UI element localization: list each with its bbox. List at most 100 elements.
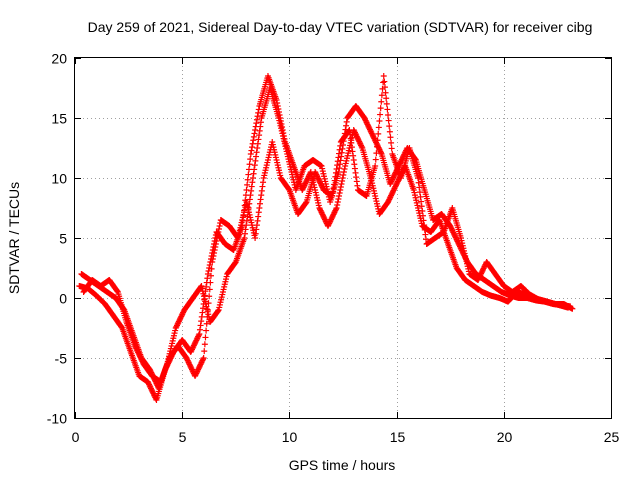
data-point-marker xyxy=(255,136,262,143)
data-point-marker xyxy=(330,185,337,192)
data-point-marker xyxy=(334,202,341,208)
data-point-marker xyxy=(388,139,395,146)
data-point-marker xyxy=(423,236,430,243)
data-point-marker xyxy=(256,200,263,207)
data-point-marker xyxy=(254,217,261,224)
data-point-marker xyxy=(350,152,357,159)
data-point-marker xyxy=(245,171,252,178)
data-point-marker xyxy=(252,230,259,237)
data-point-marker xyxy=(250,137,257,144)
data-point-marker xyxy=(204,271,211,277)
data-point-marker xyxy=(253,226,260,233)
data-point-marker xyxy=(255,109,262,116)
data-point-marker xyxy=(256,205,263,211)
data-point-marker xyxy=(386,128,393,135)
data-point-marker xyxy=(569,305,576,312)
data-point-marker xyxy=(331,181,338,188)
data-point-marker xyxy=(350,157,357,163)
x-tick-label: 15 xyxy=(390,429,406,445)
data-point-marker xyxy=(207,272,214,279)
data-point-marker xyxy=(247,156,254,163)
data-point-marker xyxy=(377,105,384,112)
data-point-marker xyxy=(335,154,342,161)
data-point-marker xyxy=(211,250,218,256)
data-point-marker xyxy=(253,153,260,160)
data-point-marker xyxy=(336,165,343,172)
data-point-marker xyxy=(343,122,350,129)
data-point-marker xyxy=(202,334,209,341)
data-point-marker xyxy=(375,124,382,131)
data-point-marker xyxy=(212,241,219,247)
plot-frame xyxy=(74,57,612,419)
data-point-marker xyxy=(334,158,341,165)
data-point-marker xyxy=(377,111,384,118)
data-point-marker xyxy=(352,169,359,176)
data-point-marker xyxy=(375,130,382,137)
data-point-marker xyxy=(257,196,264,203)
data-point-marker xyxy=(339,178,346,184)
data-point-marker xyxy=(380,79,387,86)
data-point-marker xyxy=(246,161,253,168)
data-point-marker xyxy=(388,145,395,152)
data-point-marker xyxy=(197,322,204,329)
data-point-marker xyxy=(348,144,355,151)
data-point-marker xyxy=(336,193,343,199)
data-point-marker xyxy=(376,118,383,124)
data-point-marker xyxy=(251,166,258,173)
data-point-marker xyxy=(249,179,256,186)
data-point-marker xyxy=(255,213,262,220)
data-point-marker xyxy=(421,222,428,229)
data-point-marker xyxy=(385,117,392,124)
data-point-marker xyxy=(382,89,389,96)
data-point-marker xyxy=(307,170,314,177)
data-point-marker xyxy=(372,163,379,169)
data-point-marker xyxy=(198,318,205,325)
data-point-marker xyxy=(196,326,203,333)
data-point-marker xyxy=(200,305,207,312)
data-point-marker xyxy=(248,187,255,194)
data-point-marker xyxy=(333,166,340,172)
data-point-marker xyxy=(241,235,248,241)
data-point-marker xyxy=(351,161,358,168)
data-point-marker xyxy=(329,193,336,199)
data-point-marker xyxy=(378,98,385,105)
data-point-marker xyxy=(208,265,215,272)
x-axis-title: GPS time / hours xyxy=(289,457,396,473)
x-tick-label: 5 xyxy=(179,429,187,445)
data-point-marker xyxy=(420,217,427,224)
data-point-marker xyxy=(415,179,422,186)
data-point-marker xyxy=(248,147,255,154)
series-track-c xyxy=(80,73,576,385)
data-point-marker xyxy=(336,146,343,153)
data-point-marker xyxy=(336,161,343,168)
data-point-marker xyxy=(331,177,338,184)
data-point-marker xyxy=(255,106,262,113)
data-point-marker xyxy=(214,235,221,241)
data-point-marker xyxy=(337,157,344,164)
data-point-marker xyxy=(372,156,379,163)
data-point-marker xyxy=(201,348,208,355)
data-point-marker xyxy=(333,205,340,211)
data-point-marker xyxy=(253,222,260,229)
data-point-marker xyxy=(244,176,251,183)
x-tick-label: 25 xyxy=(604,429,620,445)
data-point-marker xyxy=(385,112,392,118)
data-point-marker xyxy=(336,190,343,196)
data-point-marker xyxy=(348,139,355,146)
data-point-marker xyxy=(418,203,425,210)
data-points xyxy=(76,73,576,403)
data-point-marker xyxy=(204,275,211,282)
data-point-marker xyxy=(422,231,429,238)
data-point-marker xyxy=(347,135,354,142)
data-point-marker xyxy=(206,293,213,300)
data-point-marker xyxy=(373,143,380,150)
chart-title: Day 259 of 2021, Sidereal Day-to-day VTE… xyxy=(88,19,593,35)
data-point-marker xyxy=(341,166,348,172)
data-point-marker xyxy=(334,199,341,205)
data-point-marker xyxy=(195,332,202,339)
data-point-marker xyxy=(418,198,425,205)
x-tick-label: 0 xyxy=(72,429,80,445)
data-point-marker xyxy=(250,133,257,140)
